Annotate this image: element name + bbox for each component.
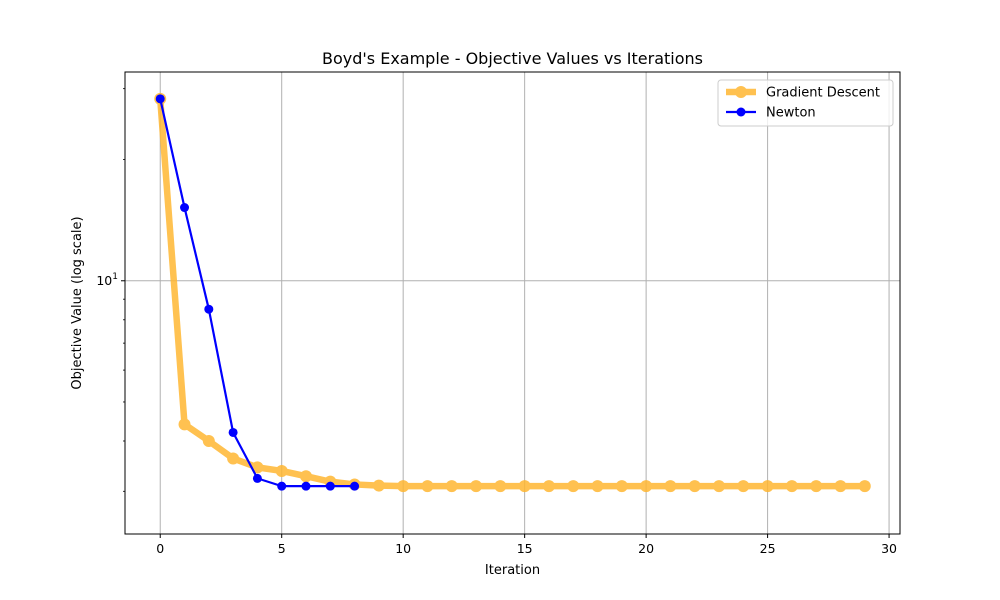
data-point: [372, 479, 385, 492]
data-point: [252, 473, 262, 483]
data-point: [275, 464, 288, 477]
x-axis-label: Iteration: [485, 563, 540, 578]
data-point: [277, 481, 287, 491]
data-point: [834, 480, 847, 493]
legend-label: Newton: [766, 106, 816, 121]
data-point: [204, 304, 214, 314]
legend-entry: [726, 107, 756, 117]
y-axis-label: Objective Value (log scale): [70, 216, 85, 389]
x-tick-label: 30: [881, 541, 897, 556]
data-point: [299, 470, 312, 483]
data-point: [494, 480, 507, 493]
legend-entry: [726, 86, 756, 98]
data-point: [180, 203, 190, 213]
x-tick-label: 25: [760, 541, 776, 556]
data-point: [155, 94, 165, 104]
data-point: [567, 480, 580, 493]
plot-area: [125, 72, 900, 534]
data-point: [664, 480, 677, 493]
data-point: [810, 480, 823, 493]
data-point: [421, 480, 434, 493]
y-tick-label: 101: [96, 272, 118, 288]
data-point: [542, 480, 555, 493]
series-newton: [155, 94, 360, 491]
data-point: [470, 480, 483, 493]
ticks: 0 5 10 15 20 25 30 101: [96, 88, 897, 556]
x-tick-label: 15: [517, 541, 533, 556]
series-layer: [154, 92, 871, 493]
data-point: [301, 481, 311, 491]
x-tick-label: 0: [156, 541, 164, 556]
data-point: [325, 481, 335, 491]
grid: [125, 72, 900, 534]
data-point: [518, 480, 531, 493]
legend-label: Gradient Descent: [766, 86, 880, 101]
data-point: [785, 480, 798, 493]
legend-marker: [735, 86, 747, 98]
x-tick-label: 10: [395, 541, 411, 556]
data-point: [202, 434, 215, 447]
data-point: [761, 480, 774, 493]
data-point: [228, 427, 238, 437]
data-point: [350, 481, 360, 491]
chart-title: Boyd's Example - Objective Values vs Ite…: [322, 49, 703, 68]
data-point: [688, 480, 701, 493]
data-point: [615, 480, 628, 493]
data-point: [227, 452, 240, 465]
x-tick-label: 20: [638, 541, 654, 556]
data-point: [640, 480, 653, 493]
legend-marker: [736, 107, 746, 117]
legend-box: [717, 79, 894, 127]
data-point: [713, 480, 726, 493]
data-point: [591, 480, 604, 493]
plot-frame: [124, 71, 901, 535]
data-point: [445, 480, 458, 493]
data-point: [178, 418, 191, 431]
data-point: [737, 480, 750, 493]
x-tick-label: 5: [278, 541, 286, 556]
data-point: [858, 480, 871, 493]
data-point: [397, 480, 410, 493]
legend: Gradient Descent Newton: [717, 79, 894, 127]
